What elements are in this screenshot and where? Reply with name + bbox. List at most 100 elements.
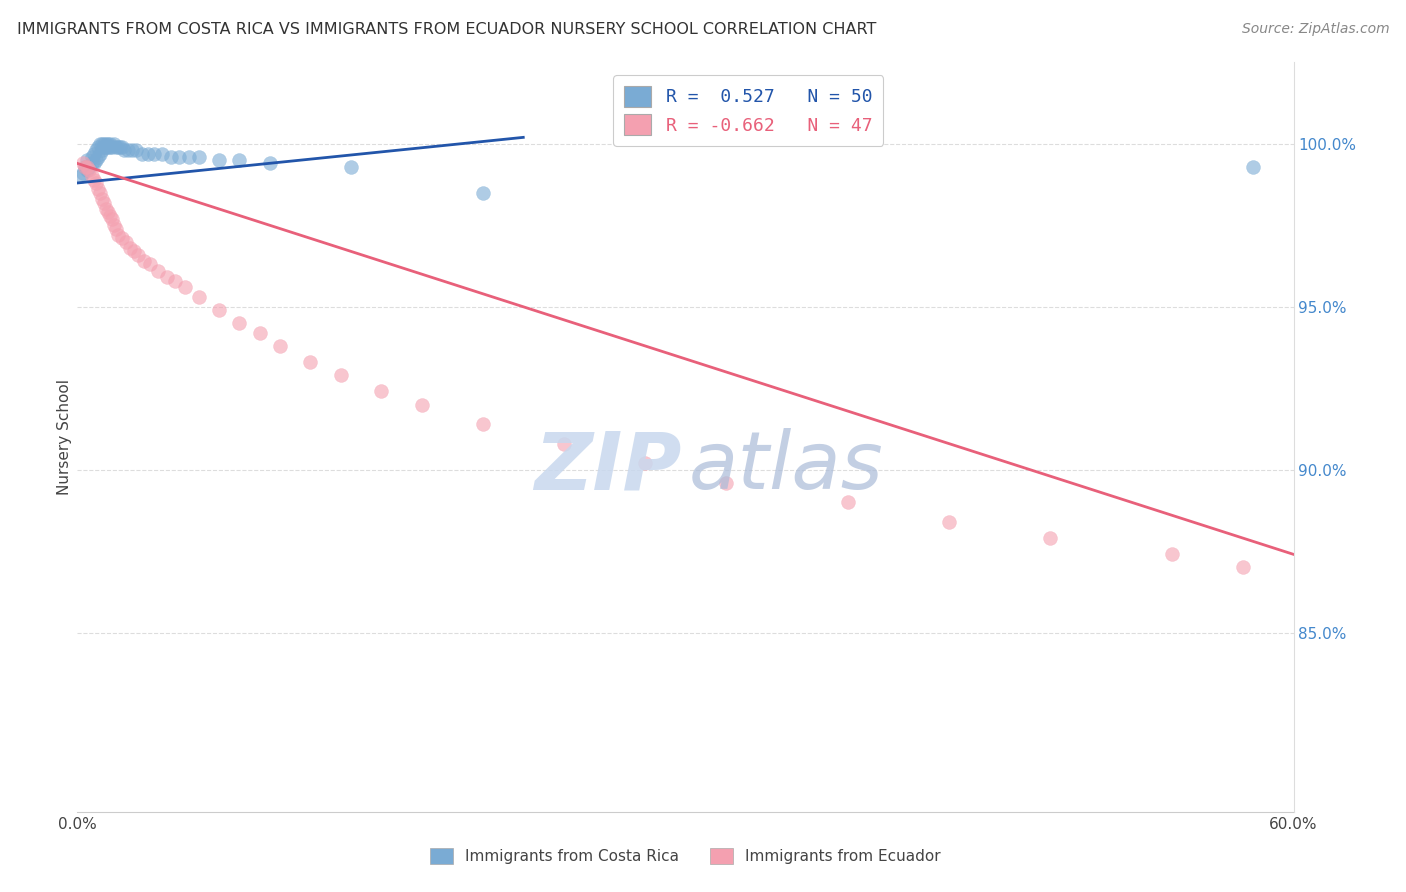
Point	[107, 140, 129, 154]
Point	[938, 515, 960, 529]
Point	[1039, 531, 1062, 545]
Point	[411, 397, 433, 411]
Point	[94, 202, 117, 216]
Point	[98, 209, 121, 223]
Point	[104, 221, 127, 235]
Point	[84, 176, 107, 190]
Point	[1241, 160, 1264, 174]
Point	[370, 384, 392, 399]
Point	[80, 169, 103, 184]
Point	[90, 144, 112, 158]
Point	[553, 436, 575, 450]
Point	[299, 355, 322, 369]
Point	[97, 136, 120, 151]
Point	[127, 247, 149, 261]
Point	[121, 144, 143, 158]
Point	[329, 368, 352, 383]
Point	[1161, 547, 1184, 561]
Point	[131, 146, 153, 161]
Point	[155, 270, 177, 285]
Point	[89, 136, 111, 151]
Point	[159, 150, 181, 164]
Point	[714, 475, 737, 490]
Point	[228, 316, 250, 330]
Point	[107, 228, 129, 243]
Point	[134, 254, 156, 268]
Text: IMMIGRANTS FROM COSTA RICA VS IMMIGRANTS FROM ECUADOR NURSERY SCHOOL CORRELATION: IMMIGRANTS FROM COSTA RICA VS IMMIGRANTS…	[17, 22, 876, 37]
Point	[93, 195, 115, 210]
Point	[118, 241, 141, 255]
Point	[83, 156, 105, 170]
Point	[111, 231, 134, 245]
Point	[76, 153, 98, 168]
Point	[89, 146, 111, 161]
Point	[108, 140, 131, 154]
Point	[143, 146, 166, 161]
Point	[115, 235, 138, 249]
Point	[83, 146, 105, 161]
Point	[122, 244, 145, 259]
Point	[125, 144, 148, 158]
Point	[167, 150, 190, 164]
Point	[90, 192, 112, 206]
Point	[97, 140, 120, 154]
Point	[79, 163, 101, 178]
Point	[103, 136, 125, 151]
Point	[208, 303, 231, 318]
Point	[75, 160, 97, 174]
Point	[228, 153, 250, 168]
Point	[471, 186, 494, 200]
Point	[97, 205, 120, 219]
Point	[98, 140, 121, 154]
Point	[152, 146, 174, 161]
Point	[173, 280, 195, 294]
Point	[1232, 560, 1254, 574]
Point	[72, 166, 94, 180]
Point	[80, 156, 103, 170]
Point	[103, 219, 125, 233]
Point	[94, 140, 117, 154]
Point	[89, 186, 111, 200]
Point	[94, 136, 117, 151]
Text: ZIP: ZIP	[534, 428, 682, 506]
Point	[70, 169, 93, 184]
Point	[98, 136, 121, 151]
Point	[139, 257, 162, 271]
Point	[259, 156, 281, 170]
Point	[163, 274, 186, 288]
Point	[101, 140, 124, 154]
Point	[340, 160, 363, 174]
Point	[86, 140, 108, 154]
Point	[104, 140, 127, 154]
Point	[837, 495, 859, 509]
Point	[93, 140, 115, 154]
Point	[75, 160, 97, 174]
Point	[101, 211, 124, 226]
Point	[84, 153, 107, 168]
Point	[188, 290, 211, 304]
Point	[93, 136, 115, 151]
Point	[208, 153, 231, 168]
Point	[76, 163, 98, 178]
Text: atlas: atlas	[689, 428, 884, 506]
Point	[80, 150, 103, 164]
Point	[79, 160, 101, 174]
Point	[72, 156, 94, 170]
Point	[111, 140, 134, 154]
Point	[76, 160, 98, 174]
Legend: Immigrants from Costa Rica, Immigrants from Ecuador: Immigrants from Costa Rica, Immigrants f…	[423, 840, 948, 871]
Y-axis label: Nursery School: Nursery School	[56, 379, 72, 495]
Point	[177, 150, 200, 164]
Point	[83, 172, 105, 186]
Point	[249, 326, 271, 340]
Point	[634, 456, 657, 470]
Point	[269, 339, 291, 353]
Point	[112, 144, 135, 158]
Point	[86, 182, 108, 196]
Point	[471, 417, 494, 431]
Point	[90, 136, 112, 151]
Point	[188, 150, 211, 164]
Point	[136, 146, 159, 161]
Point	[117, 144, 139, 158]
Text: Source: ZipAtlas.com: Source: ZipAtlas.com	[1241, 22, 1389, 37]
